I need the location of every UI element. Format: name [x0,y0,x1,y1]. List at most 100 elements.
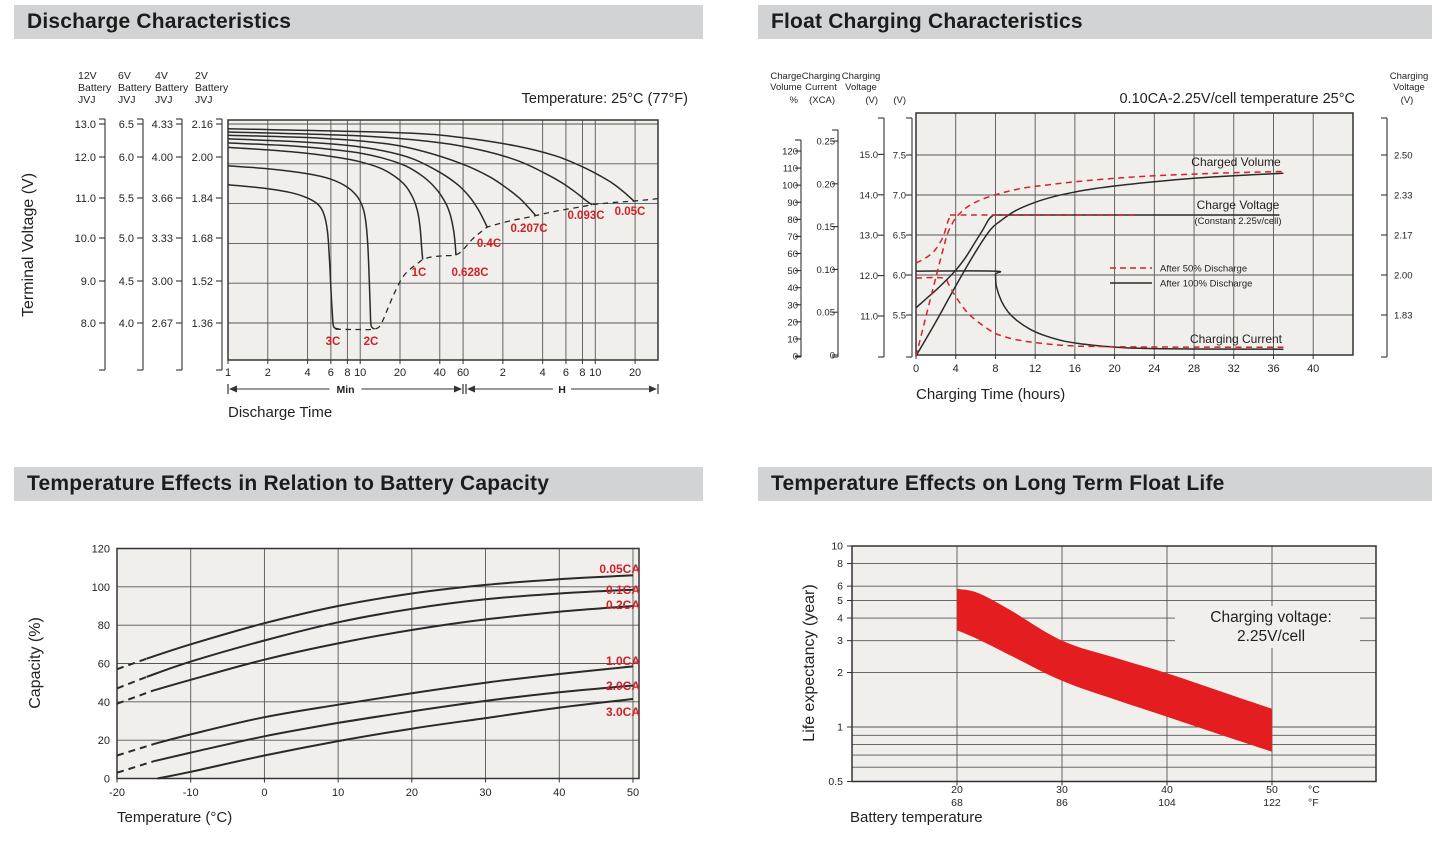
scale-tick: 20 [787,317,798,328]
scale-tick: 2.67 [152,318,173,330]
scale-tick: 2.17 [1394,231,1413,242]
rate-label-1.0CA: 1.0CA [606,654,640,668]
scale-tick: 40 [787,283,798,294]
x-tick-label: 4 [953,363,959,375]
title-discharge-characteristics: Discharge Characteristics [14,5,703,39]
scale-header: 4V [155,70,168,82]
plot-area [228,120,658,360]
plot-area [916,113,1353,355]
scale-tick: 2.00 [1394,271,1413,282]
x-axis-label: Temperature (°C) [117,809,232,826]
scale-header: Charging [842,71,881,82]
x-tick-label: 16 [1069,363,1081,375]
scale-tick: 2.00 [192,152,213,164]
scale-tick: 15.0 [860,150,879,161]
scale-tick: 0 [793,352,798,363]
x-tick-label: 0 [261,787,267,799]
scale-tick: 0.20 [817,179,836,190]
y-axis-label: Capacity (%) [27,617,44,709]
discharge-curve-0.628C [227,142,457,256]
x-tick-label: 20 [406,787,418,799]
y-tick-label: 8 [837,558,843,570]
x-tick-label-c: 50 [1266,784,1278,796]
float-charging-plot: Charged Volume Charge Voltage (Constant 2.… [915,112,1354,359]
x-tick-label-f: 122 [1263,797,1281,809]
y-tick-label: 4 [837,613,843,625]
arrow-head [649,385,657,393]
scale-tick: 12.0 [860,271,879,282]
x-tick-label: 40 [434,367,446,379]
scale-tick: 0.05 [817,308,836,319]
scale-tick: 14.0 [860,190,879,201]
scale-unit: % [790,95,799,106]
scale-tick: 13.0 [75,119,96,131]
scale-tick: 3.00 [152,276,173,288]
scale-unit: (XCA) [809,95,835,106]
scale-tick: 30 [787,300,798,311]
rate-label-1C: 1C [412,267,427,279]
y-tick-label: 5 [837,595,843,607]
scale-bracket [216,118,223,371]
y-tick-label: 40 [98,697,110,709]
x-tick-label-c: 40 [1161,784,1173,796]
y-tick-label: 6 [837,581,843,593]
arrow-head [454,385,462,393]
x-tick-label-f: 104 [1158,797,1176,809]
scale-tick: 80 [787,215,798,226]
discharge-curve-0.093C [227,131,593,206]
conditions-annotation: 0.10CA-2.25V/cell temperature 25°C [1119,91,1355,107]
capacity-curve-0.2CA [153,605,634,692]
range-label: Min [336,384,354,396]
capacity-curve-dashed-0.2CA [116,689,155,705]
discharge-curve-0.05C [227,127,636,203]
y-tick-label: 20 [98,735,110,747]
title-temperature-effects-float-life: Temperature Effects on Long Term Float L… [758,467,1432,501]
scale-tick: 8.0 [81,318,96,330]
scale-tick: 120 [782,147,798,158]
float-life-chart: Charging voltage:2.25V/cell1086543210.52… [801,541,1377,826]
x-tick-label: 8 [344,367,350,379]
scale-tick: 6.0 [893,271,906,282]
scale-header: JVJ [118,94,136,106]
scale-header: 6V [118,70,131,82]
x-tick-label: 36 [1267,363,1279,375]
scale-tick: 1.36 [192,318,213,330]
rate-label-0.207C: 0.207C [510,223,547,235]
scale-bracket [878,117,885,358]
scale-tick: 50 [787,266,798,277]
plot-border [227,119,659,361]
charging-current-50 [915,276,1284,349]
scale-bracket [176,118,183,371]
capacity-curve-dashed-0.05CA [116,657,147,671]
x-tick-label: 10 [332,787,344,799]
scale-header: Charge [770,71,801,82]
scale-tick: 90 [787,198,798,209]
scale-unit: (V) [865,95,878,106]
x-tick-label: 32 [1228,363,1240,375]
charging-current-100 [915,270,1284,350]
scale-header: Battery [155,82,189,94]
x-tick-label-f: 86 [1056,797,1068,809]
y-tick-label: 60 [98,658,110,670]
x-range-arrows: Min H [227,384,659,396]
x-tick-label: 0 [913,363,919,375]
x-tick-label: 20 [1108,363,1120,375]
charge-voltage-50 [915,214,1139,264]
scale-tick: 1.52 [192,276,213,288]
title-temperature-effects-capacity: Temperature Effects in Relation to Batte… [14,467,703,501]
fahrenheit-unit-label: °F [1308,797,1319,809]
scale-tick: 2.16 [192,119,213,131]
scale-tick: 10 [787,334,798,345]
rate-label-0.1CA: 0.1CA [606,583,640,597]
cutoff-dashed-curve [335,197,659,331]
scale-header: Battery [78,82,112,94]
y-tick-label: 10 [831,541,843,553]
scale-bracket [832,129,839,358]
charged-volume-label: Charged Volume [1191,155,1281,169]
rate-label-3C: 3C [326,336,341,348]
